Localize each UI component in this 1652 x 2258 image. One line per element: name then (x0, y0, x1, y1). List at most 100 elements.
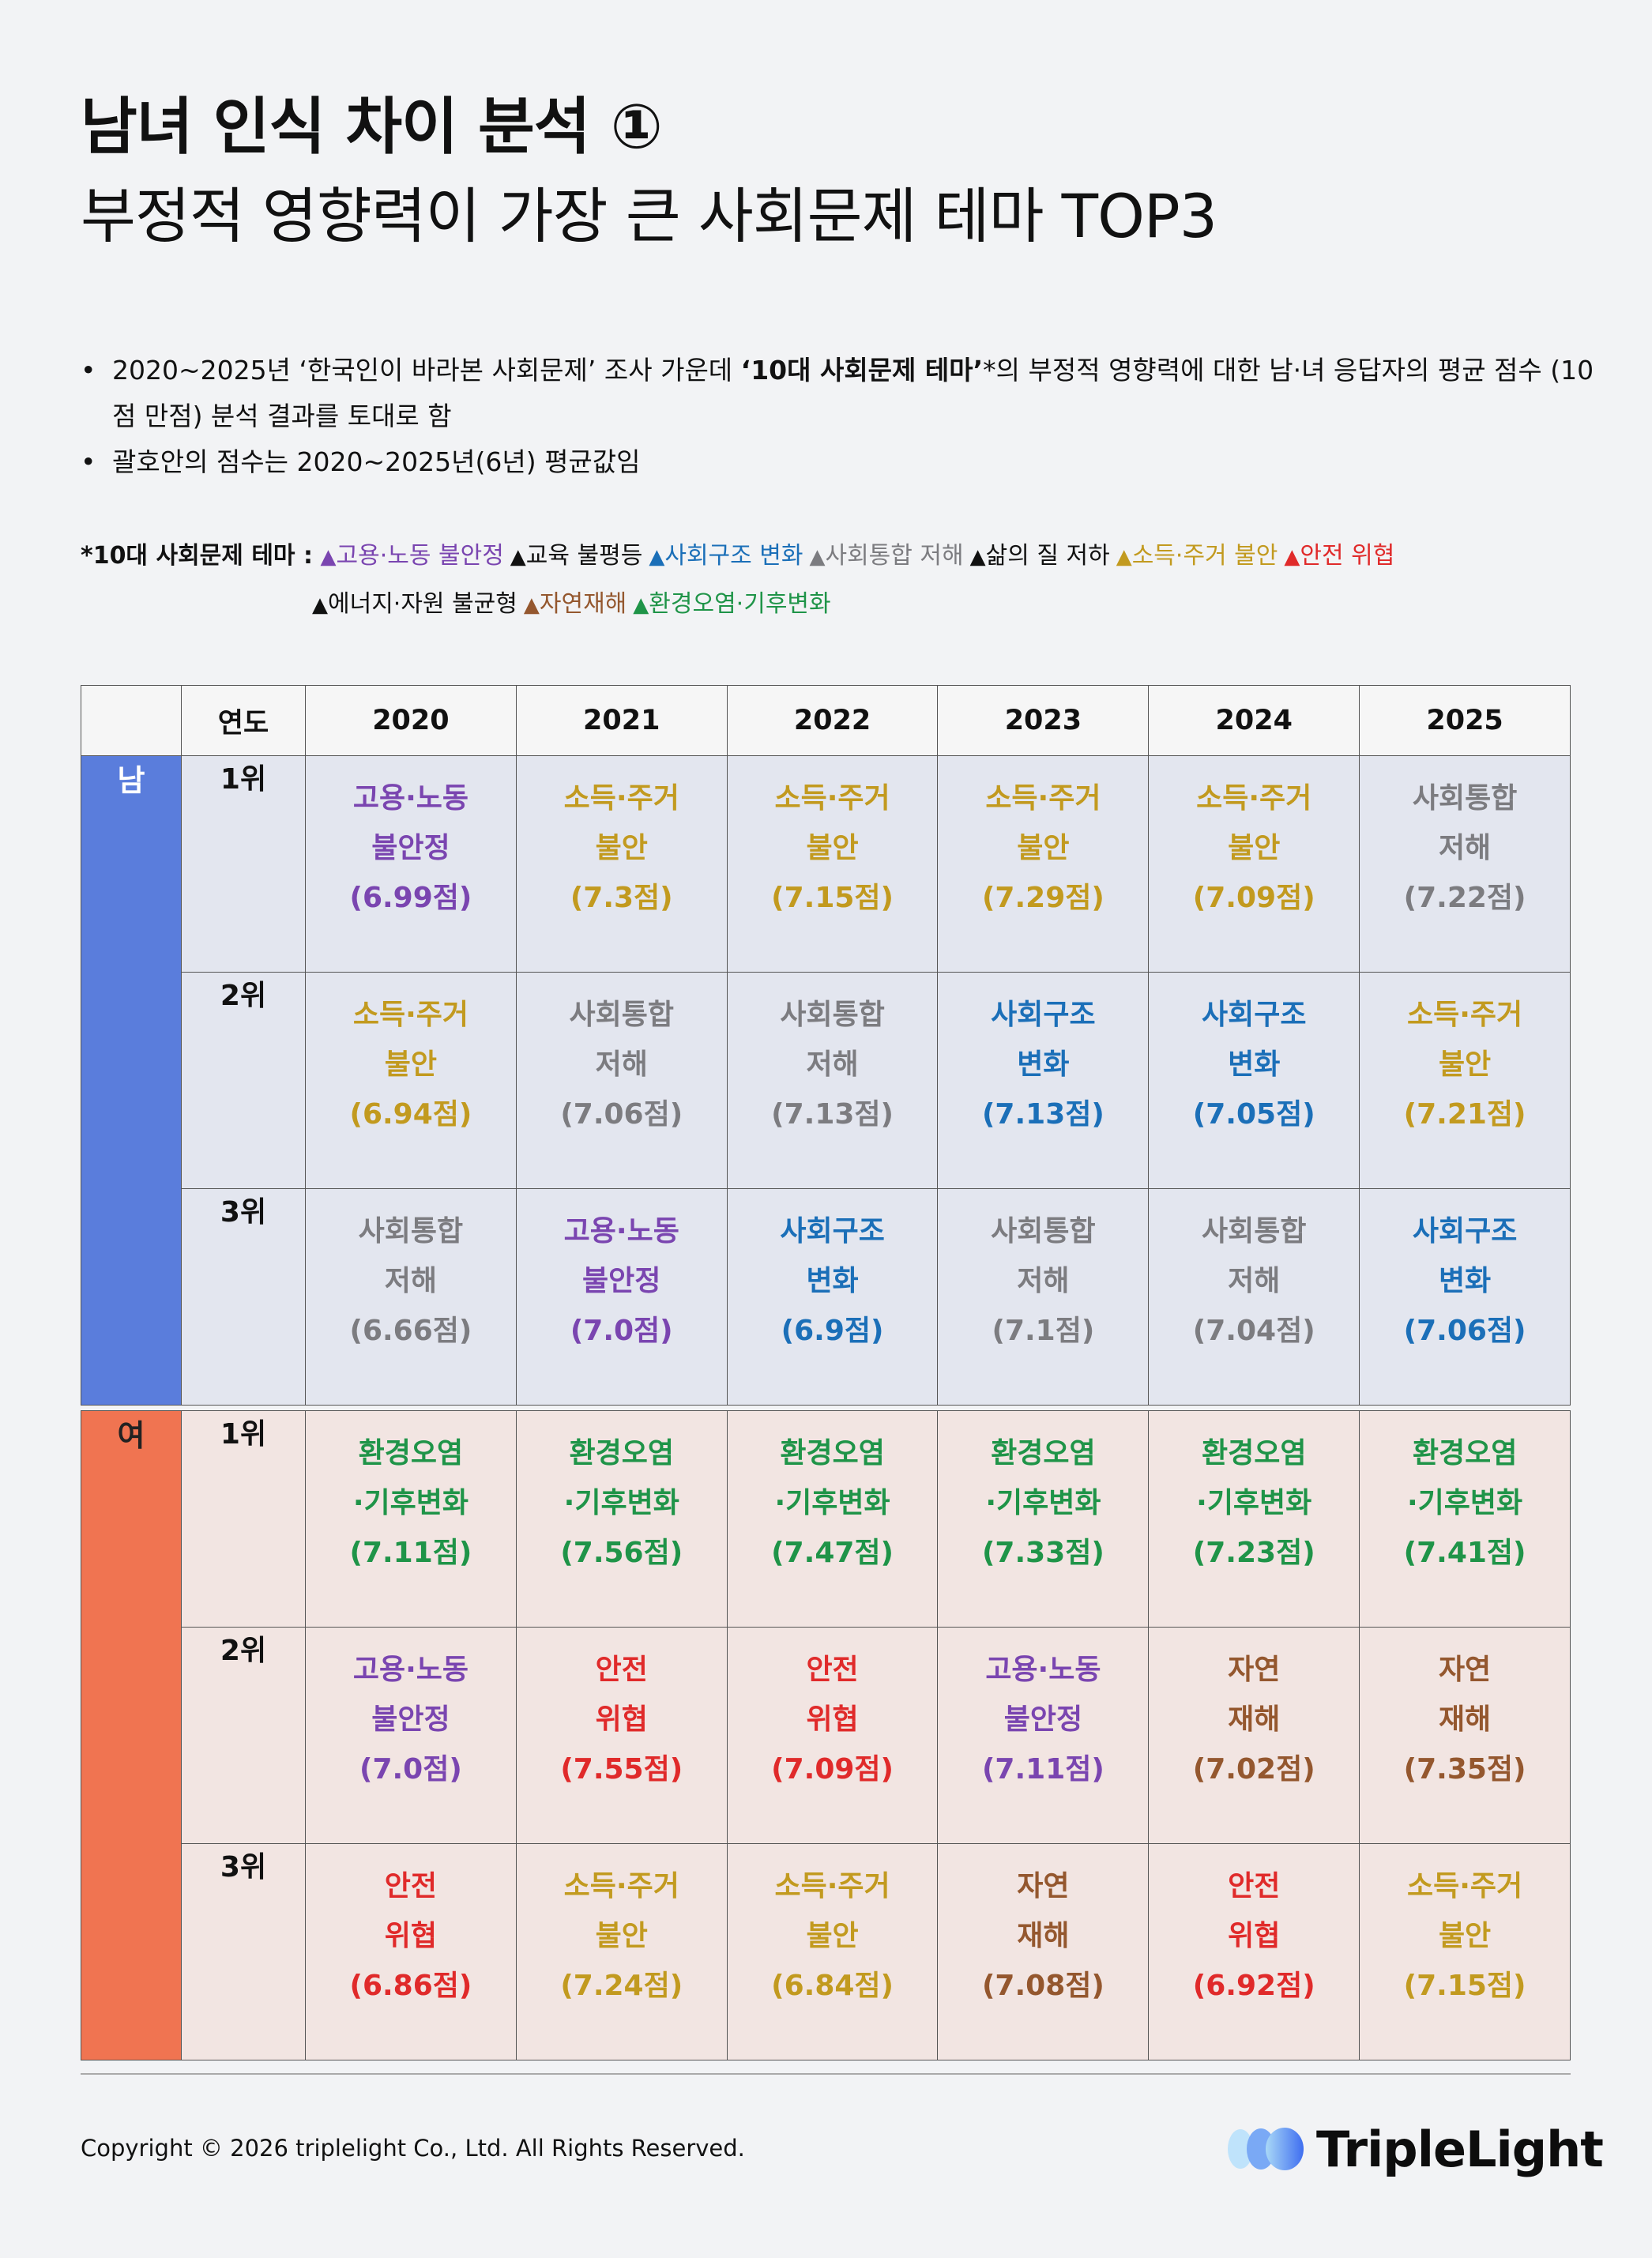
theme-name-line: 환경오염 (1201, 1437, 1307, 1470)
theme-name-line: 사회구조 (1412, 1215, 1518, 1248)
copyright-text: Copyright © 2026 triplelight Co., Ltd. A… (81, 2135, 745, 2162)
theme-cell: 환경오염 ·기후변화 (7.11점) (305, 1410, 517, 1628)
theme-cell: 안전 위협 (7.09점) (726, 1627, 939, 1844)
page-subtitle: 부정적 영향력이 가장 큰 사회문제 테마 TOP3 (81, 181, 1217, 251)
footer-divider (81, 2073, 1571, 2075)
theme-name-line: 불안 (1438, 1920, 1492, 1952)
rank-label: 2위 (181, 1627, 306, 1844)
legend-item: ▲사회구조 변화 (649, 542, 803, 570)
theme-name-line: 소득·주거 (1406, 1870, 1523, 1902)
group-separator (81, 1405, 1571, 1411)
theme-name-line: 안전 (595, 1654, 648, 1686)
theme-name-line: 환경오염 (1412, 1437, 1518, 1470)
theme-name-line: 변화 (1017, 1048, 1070, 1081)
theme-cell: 사회통합 저해 (7.06점) (515, 972, 728, 1189)
triangle-icon: ▲ (633, 593, 649, 617)
theme-cell: 사회구조 변화 (7.13점) (937, 972, 1150, 1189)
theme-name-line: 자연 (1438, 1654, 1492, 1686)
theme-name-line: 저해 (595, 1048, 648, 1081)
score-value: (6.94점) (349, 1098, 472, 1131)
theme-name-line: 불안 (806, 832, 859, 864)
ranking-table: 연도 2020 2021 2022 2023 2024 2025 남 1위 고용·노동 불안정(… (81, 685, 1571, 2060)
theme-name-line: 불안정 (1003, 1703, 1083, 1736)
note-item: 괄호안의 점수는 2020~2025년(6년) 평균값임 (81, 439, 1597, 485)
score-value: (7.02점) (1192, 1753, 1315, 1786)
theme-name-line: 불안정 (371, 832, 450, 864)
theme-cell: 자연 재해 (7.08점) (937, 1843, 1150, 2060)
triangle-icon: ▲ (1284, 545, 1300, 569)
theme-cell: 소득·주거 불안 (7.3점) (515, 755, 728, 973)
legend-item-label: 환경오염·기후변화 (649, 590, 831, 618)
score-value: (7.09점) (1192, 882, 1315, 914)
triangle-icon: ▲ (1116, 545, 1132, 569)
theme-name-line: 변화 (806, 1265, 859, 1297)
theme-cell: 소득·주거 불안 (7.21점) (1359, 972, 1571, 1189)
page-title: 남녀 인식 차이 분석 ① (81, 92, 663, 163)
theme-name-line: ·기후변화 (774, 1487, 890, 1519)
table-row: 여 1위 환경오염 ·기후변화 (7.11점) 환경오염 ·기후변화 (7.56점) 환경오염 ·… (81, 1410, 1571, 2060)
theme-name-line: 소득·주거 (774, 782, 890, 815)
legend-item-label: 고용·노동 불안정 (336, 542, 504, 570)
theme-name-line: 저해 (384, 1265, 438, 1297)
score-value: (6.84점) (771, 1970, 894, 2002)
theme-name-line: 불안 (1017, 832, 1070, 864)
theme-cell: 환경오염 ·기후변화 (7.47점) (726, 1410, 939, 1628)
theme-name-line: 불안정 (371, 1703, 450, 1736)
theme-name-line: 소득·주거 (985, 782, 1101, 815)
legend-row: ▲에너지·자원 불균형 ▲자연재해 ▲환경오염·기후변화 (81, 581, 1401, 629)
theme-name-line: ·기후변화 (352, 1487, 469, 1519)
theme-name-line: 재해 (1228, 1703, 1281, 1736)
triangle-icon: ▲ (312, 593, 328, 617)
theme-name-line: 사회구조 (991, 999, 1096, 1031)
score-value: (7.05점) (1192, 1098, 1315, 1131)
score-value: (7.3점) (570, 882, 673, 914)
table-row: 2위 소득·주거 불안 (6.94점) 사회통합 저해 (7.06점) 사회통합 저해 (7.13… (81, 972, 1571, 1189)
notes-list: 2020~2025년 ‘한국인이 바라본 사회문제’ 조사 가운데 ‘10대 사… (81, 348, 1597, 485)
theme-name-line: 재해 (1438, 1703, 1492, 1736)
legend-item: ▲자연재해 (524, 590, 627, 618)
triangle-icon: ▲ (510, 545, 526, 569)
theme-cell: 고용·노동 불안정 (7.0점) (515, 1188, 728, 1406)
theme-name-line: 사회통합 (780, 999, 885, 1031)
gender-label: 남 (81, 755, 182, 1406)
theme-name-line: 안전 (1228, 1870, 1281, 1902)
triplelight-logo-icon (1228, 2128, 1304, 2170)
legend-item: ▲환경오염·기후변화 (633, 590, 830, 618)
theme-name-line: 소득·주거 (774, 1870, 890, 1902)
score-value: (7.33점) (981, 1537, 1104, 1569)
theme-name-line: 위협 (1228, 1920, 1281, 1952)
rank-label: 3위 (181, 1843, 306, 2060)
legend-label: *10대 사회문제 테마 : (81, 542, 313, 570)
score-value: (6.9점) (781, 1315, 884, 1347)
score-value: (7.15점) (1403, 1970, 1526, 2002)
theme-name-line: 환경오염 (569, 1437, 674, 1470)
theme-name-line: 불안 (595, 832, 648, 864)
theme-cell: 고용·노동 불안정 (7.0점) (305, 1627, 517, 1844)
theme-cell: 환경오염 ·기후변화 (7.33점) (937, 1410, 1150, 1628)
theme-cell: 사회통합 저해 (6.66점) (305, 1188, 517, 1406)
theme-cell: 환경오염 ·기후변화 (7.23점) (1148, 1410, 1360, 1628)
table-row: 2위 고용·노동 불안정 (7.0점) 안전 위협 (7.55점) 안전 위협 (7.09점) 고용… (81, 1627, 1571, 1844)
theme-name-line: 사회구조 (780, 1215, 885, 1248)
theme-name-line: 저해 (1017, 1265, 1070, 1297)
theme-legend: *10대 사회문제 테마 : ▲고용·노동 불안정 ▲교육 불평등 ▲사회구조 변화… (81, 533, 1401, 629)
theme-name-line: 소득·주거 (1196, 782, 1312, 815)
score-value: (7.0점) (359, 1753, 462, 1786)
score-value: (6.92점) (1192, 1970, 1315, 2002)
legend-item: ▲에너지·자원 불균형 (312, 590, 517, 618)
legend-item-label: 사회통합 저해 (825, 542, 964, 570)
score-value: (6.99점) (349, 882, 472, 914)
score-value: (7.56점) (560, 1537, 683, 1569)
theme-name-line: 자연 (1228, 1654, 1281, 1686)
theme-name-line: 소득·주거 (563, 1870, 679, 1902)
note-text: 2020~2025년 ‘한국인이 바라본 사회문제’ 조사 가운데 (112, 355, 741, 386)
theme-name-line: 사회통합 (569, 999, 674, 1031)
theme-name-line: 위협 (384, 1920, 438, 1952)
theme-cell: 소득·주거 불안 (7.29점) (937, 755, 1150, 973)
table-row: 3위 사회통합 저해 (6.66점) 고용·노동 불안정 (7.0점) 사회구조 변화 (6.9점… (81, 1188, 1571, 1406)
score-value: (6.66점) (349, 1315, 472, 1347)
score-value: (7.13점) (771, 1098, 894, 1131)
separator-cell (81, 1405, 1571, 1411)
